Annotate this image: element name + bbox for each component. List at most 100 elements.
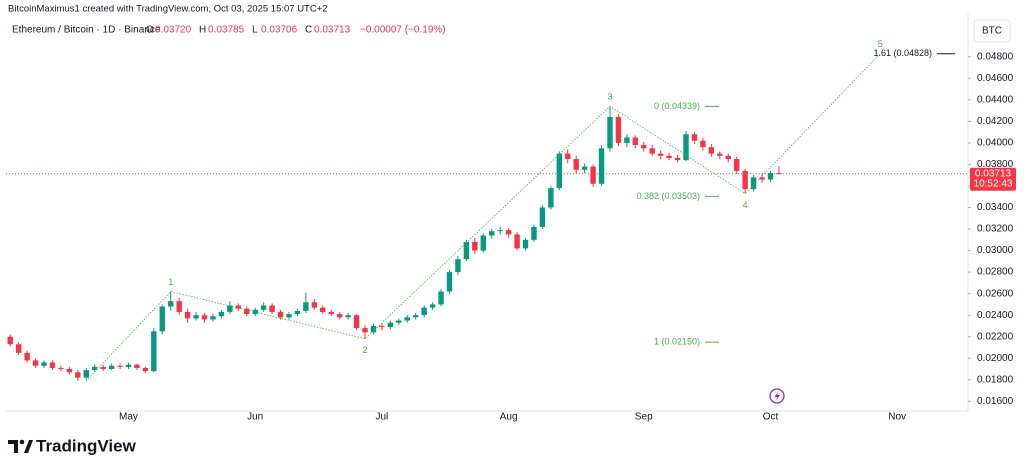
- candle-body: [615, 117, 622, 143]
- candle-body: [269, 305, 275, 312]
- candle-body: [556, 153, 563, 189]
- fib-label: 1 (0.02150): [654, 336, 700, 346]
- candle-body: [49, 362, 56, 368]
- candles: [7, 106, 782, 381]
- candle-body: [260, 305, 267, 310]
- countdown: 10:52:43: [974, 178, 1013, 189]
- candle-body: [480, 235, 486, 251]
- x-tick-label: Aug: [500, 412, 518, 423]
- wave-label: 1: [168, 277, 173, 287]
- candle-body: [362, 328, 368, 333]
- events-icon[interactable]: [769, 388, 785, 404]
- brand: TradingView: [36, 436, 137, 455]
- candle-body: [227, 305, 233, 312]
- candle-body: [421, 307, 427, 316]
- candle-body: [683, 134, 689, 161]
- candle-body: [235, 305, 242, 309]
- candle-body: [396, 320, 402, 323]
- y-tick-label: 0.02000: [977, 353, 1014, 364]
- candle-body: [311, 302, 318, 308]
- y-tick-label: 0.04400: [977, 94, 1014, 105]
- candle-body: [489, 231, 495, 236]
- price-tag: [970, 167, 1016, 191]
- y-tick-label: 0.03800: [977, 159, 1014, 170]
- candle-body: [742, 170, 748, 190]
- candle-body: [539, 207, 546, 227]
- candle-body: [666, 155, 672, 158]
- y-tick-label: 0.03000: [977, 245, 1014, 256]
- legend-value: 0.03706: [261, 25, 298, 36]
- candle-body: [446, 272, 453, 292]
- candle-body: [674, 157, 681, 161]
- candle-body: [379, 325, 385, 328]
- candle-body: [404, 317, 410, 321]
- candle-body: [641, 145, 647, 149]
- candle-body: [15, 344, 22, 353]
- candle-body: [277, 311, 284, 318]
- candle-body: [134, 364, 140, 368]
- x-tick-label: Jun: [247, 412, 263, 423]
- candle-body: [83, 370, 89, 378]
- candle-body: [24, 352, 30, 361]
- y-tick-label: 0.02800: [977, 267, 1014, 278]
- candle-body: [108, 365, 115, 370]
- candle-body: [100, 366, 106, 370]
- candle-body: [286, 314, 292, 318]
- legend-key: L: [252, 25, 258, 36]
- candle-body: [700, 140, 706, 148]
- candle-body: [201, 315, 208, 320]
- candle-body: [328, 311, 334, 315]
- y-tick-label: 0.04800: [977, 51, 1014, 62]
- fib-label: 0.382 (0.03503): [636, 191, 700, 201]
- x-tick-label: Jul: [376, 412, 389, 423]
- candle-body: [548, 188, 554, 208]
- candle-body: [66, 369, 73, 373]
- fib-label: 1.61 (0.04828): [873, 48, 932, 58]
- price-tag-label: 0.03713: [975, 168, 1012, 179]
- candle-body: [429, 304, 436, 308]
- candle-body: [708, 147, 715, 154]
- candle-body: [41, 362, 47, 366]
- legend-value: 0.03713: [314, 25, 351, 36]
- wave-label: 2: [363, 345, 368, 355]
- candle-body: [91, 366, 98, 371]
- candle-body: [649, 148, 655, 154]
- legend-change: −0.00007 (−0.19%): [360, 25, 446, 36]
- candle-body: [565, 153, 571, 160]
- candle-body: [58, 367, 64, 370]
- candle-body: [624, 137, 630, 143]
- candle-body: [717, 153, 723, 156]
- candle-body: [353, 315, 360, 329]
- candle-body: [767, 173, 774, 180]
- wave-label: 3: [607, 92, 612, 102]
- candle-body: [657, 153, 664, 156]
- currency-box[interactable]: [973, 19, 1011, 43]
- brand-logo: [8, 439, 33, 453]
- candle-body: [581, 166, 588, 170]
- candle-body: [244, 308, 250, 315]
- candle-body: [168, 301, 174, 307]
- candle-body: [573, 159, 579, 170]
- candle-body: [294, 310, 301, 315]
- candle-body: [497, 230, 503, 232]
- x-tick-label: Nov: [888, 412, 906, 423]
- currency[interactable]: BTC: [982, 26, 1002, 37]
- candle-body: [632, 137, 639, 146]
- candle-body: [463, 241, 470, 260]
- candle-body: [7, 336, 13, 345]
- candle-body: [725, 155, 731, 160]
- candle-body: [336, 314, 343, 318]
- candle-body: [750, 177, 757, 190]
- y-tick-label: 0.03400: [977, 202, 1014, 213]
- fib-label: 0 (0.04339): [654, 101, 700, 111]
- candle-body: [184, 311, 191, 319]
- header: BitcoinMaximus1 created with TradingView…: [8, 4, 328, 15]
- y-tick-label: 0.01800: [977, 374, 1014, 385]
- candle-body: [125, 364, 132, 367]
- y-tick-label: 0.04000: [977, 138, 1014, 149]
- x-tick-label: Oct: [763, 412, 779, 423]
- x-tick-label: Sep: [635, 412, 653, 423]
- candle-body: [117, 365, 123, 367]
